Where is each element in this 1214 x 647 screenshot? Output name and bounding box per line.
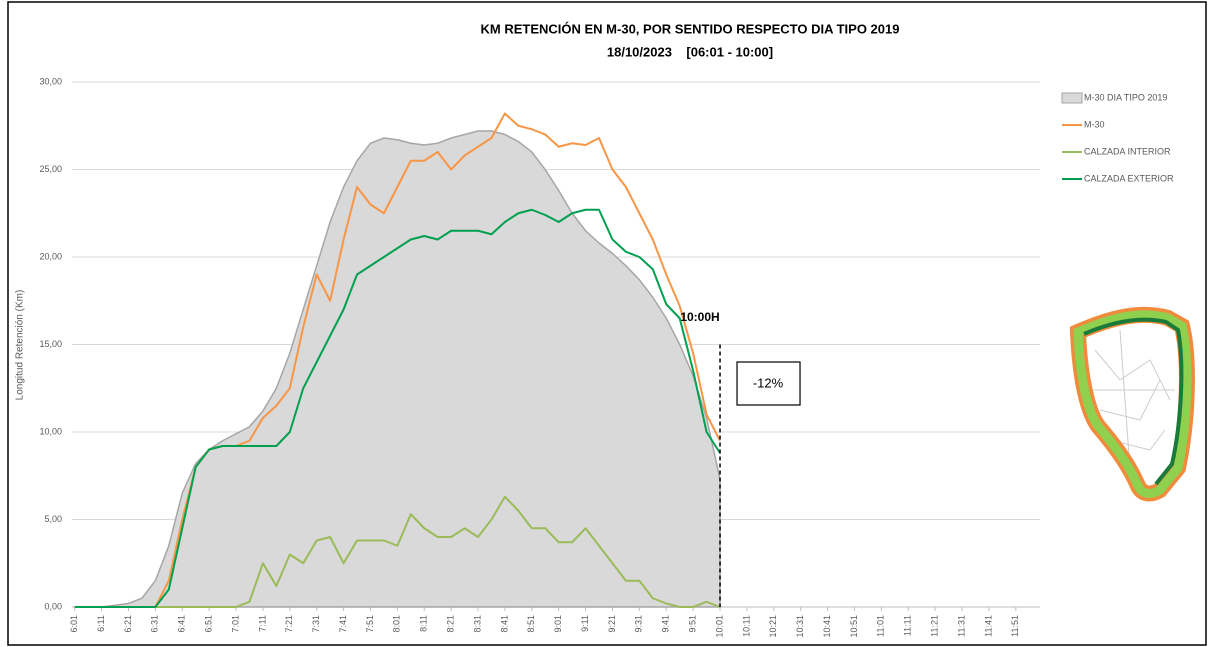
x-tick-label: 8:51 <box>526 615 536 633</box>
y-tick-label: 0,00 <box>44 601 62 611</box>
x-tick-label: 11:11 <box>903 615 913 636</box>
x-tick-label: 6:31 <box>150 615 160 633</box>
x-tick-label: 10:01 <box>714 615 724 638</box>
legend-swatch <box>1061 92 1083 104</box>
x-tick-label: 7:21 <box>284 615 294 633</box>
x-tick-label: 11:51 <box>1010 615 1020 637</box>
x-tick-label: 11:21 <box>930 615 940 637</box>
x-tick-label: 6:21 <box>123 615 133 633</box>
annotation-box <box>736 361 801 406</box>
x-tick-label: 7:51 <box>365 615 375 633</box>
annotation-label: 10:00H <box>680 310 719 324</box>
x-tick-label: 8:31 <box>472 615 482 633</box>
x-tick-label: 11:41 <box>983 615 993 637</box>
x-tick-label: 10:11 <box>741 615 751 637</box>
x-tick-label: 8:41 <box>499 615 509 633</box>
x-tick-label: 6:51 <box>204 615 214 633</box>
y-tick-label: 10,00 <box>39 426 62 436</box>
chart-title: KM RETENCIÓN EN M-30, POR SENTIDO RESPEC… <box>481 21 900 36</box>
line <box>74 495 721 608</box>
y-tick-label: 30,00 <box>39 76 62 86</box>
y-tick-label: 20,00 <box>39 251 62 261</box>
line <box>74 112 721 608</box>
y-axis-label: Longitud Retención (Km) <box>15 290 26 401</box>
x-tick-label: 6:11 <box>96 615 106 632</box>
x-tick-label: 9:21 <box>607 615 617 633</box>
line <box>74 208 721 608</box>
x-tick-label: 6:41 <box>177 615 187 633</box>
legend-label: M-30 DIA TIPO 2019 <box>1084 92 1167 102</box>
x-tick-label: 9:41 <box>661 615 671 633</box>
x-tick-label: 7:31 <box>311 615 321 633</box>
annotation-label: -12% <box>753 375 784 390</box>
x-tick-label: 6:01 <box>69 615 79 633</box>
x-tick-label: 9:51 <box>688 615 698 633</box>
x-tick-label: 8:21 <box>446 615 456 633</box>
legend-label: M-30 <box>1084 119 1105 129</box>
x-tick-label: 8:01 <box>392 615 402 633</box>
legend-label: CALZADA INTERIOR <box>1084 146 1171 156</box>
x-tick-label: 7:11 <box>257 615 267 632</box>
y-tick-label: 5,00 <box>44 514 62 524</box>
legend-label: CALZADA EXTERIOR <box>1084 173 1174 183</box>
area <box>74 130 721 608</box>
x-tick-label: 7:41 <box>338 615 348 633</box>
y-tick-label: 15,00 <box>39 339 62 349</box>
x-tick-label: 10:51 <box>849 615 859 638</box>
x-tick-label: 10:41 <box>822 615 832 638</box>
x-tick-label: 11:31 <box>956 615 966 637</box>
y-tick-label: 25,00 <box>39 164 62 174</box>
x-tick-label: 9:11 <box>580 615 590 632</box>
chart-subtitle: 18/10/2023 [06:01 - 10:00] <box>607 44 773 59</box>
x-tick-label: 9:01 <box>553 615 563 633</box>
x-tick-label: 7:01 <box>230 615 240 633</box>
x-tick-label: 11:01 <box>876 615 886 637</box>
x-tick-label: 9:31 <box>634 615 644 633</box>
x-tick-label: 8:11 <box>419 615 429 632</box>
x-tick-label: 10:31 <box>795 615 805 638</box>
x-tick-label: 10:21 <box>768 615 778 638</box>
